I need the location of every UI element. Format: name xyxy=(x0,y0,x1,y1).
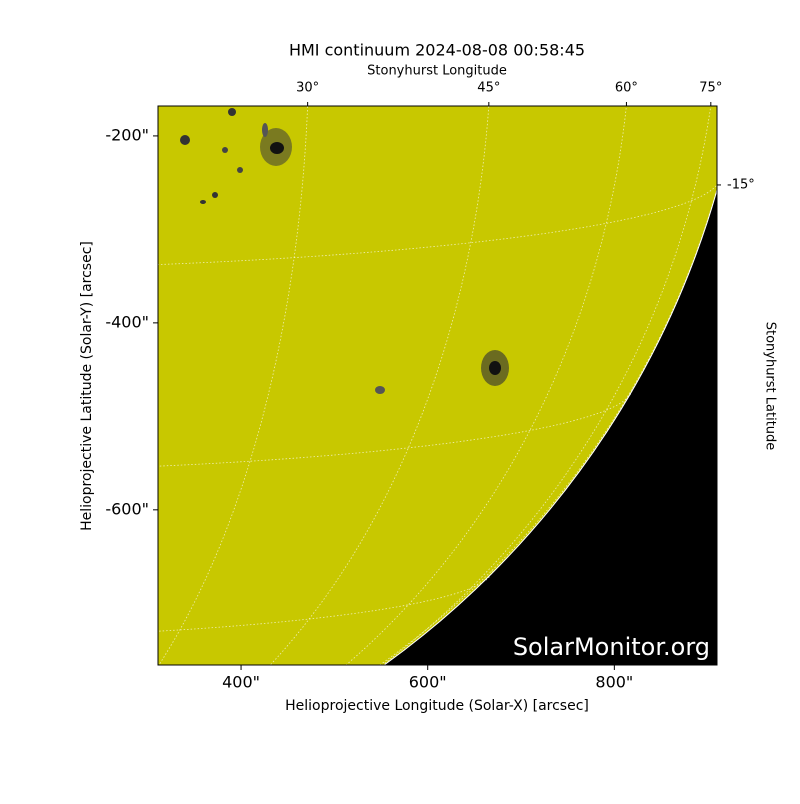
x-tick-label: 600" xyxy=(409,673,447,692)
top-tick-label: 75° xyxy=(699,81,722,96)
sunspot xyxy=(200,200,206,204)
top-axis-label: Stonyhurst Longitude xyxy=(367,64,507,79)
right-axis-label: Stonyhurst Latitude xyxy=(763,322,778,451)
top-tick-label: 30° xyxy=(296,81,319,96)
x-tick-label: 800" xyxy=(595,673,633,692)
sunspot xyxy=(375,386,385,394)
watermark: SolarMonitor.org xyxy=(513,633,710,661)
sunspot xyxy=(489,361,501,375)
plot-frame xyxy=(157,105,718,666)
y-axis-label: Helioprojective Latitude (Solar-Y) [arcs… xyxy=(79,241,95,531)
chart-title: HMI continuum 2024-08-08 00:58:45 xyxy=(289,41,585,60)
y-tick-label: -400" xyxy=(105,312,149,331)
top-tick-label: 45° xyxy=(477,81,500,96)
sunspot xyxy=(222,147,228,153)
right-tick-label: -15° xyxy=(727,177,755,192)
x-tick-label: 400" xyxy=(222,673,260,692)
y-tick-label: -200" xyxy=(105,125,149,144)
x-axis-label: Helioprojective Longitude (Solar-X) [arc… xyxy=(285,698,589,714)
top-tick-label: 60° xyxy=(615,81,638,96)
sunspot xyxy=(228,108,236,116)
sunspot xyxy=(270,142,284,154)
coord-grid-line xyxy=(158,388,633,467)
solar-disk xyxy=(158,106,717,665)
plot-area xyxy=(158,106,717,665)
sunspot xyxy=(212,192,218,198)
sunspot xyxy=(180,135,190,145)
sunspot xyxy=(237,167,243,173)
y-tick-label: -600" xyxy=(105,499,149,518)
sunspot xyxy=(262,123,268,137)
